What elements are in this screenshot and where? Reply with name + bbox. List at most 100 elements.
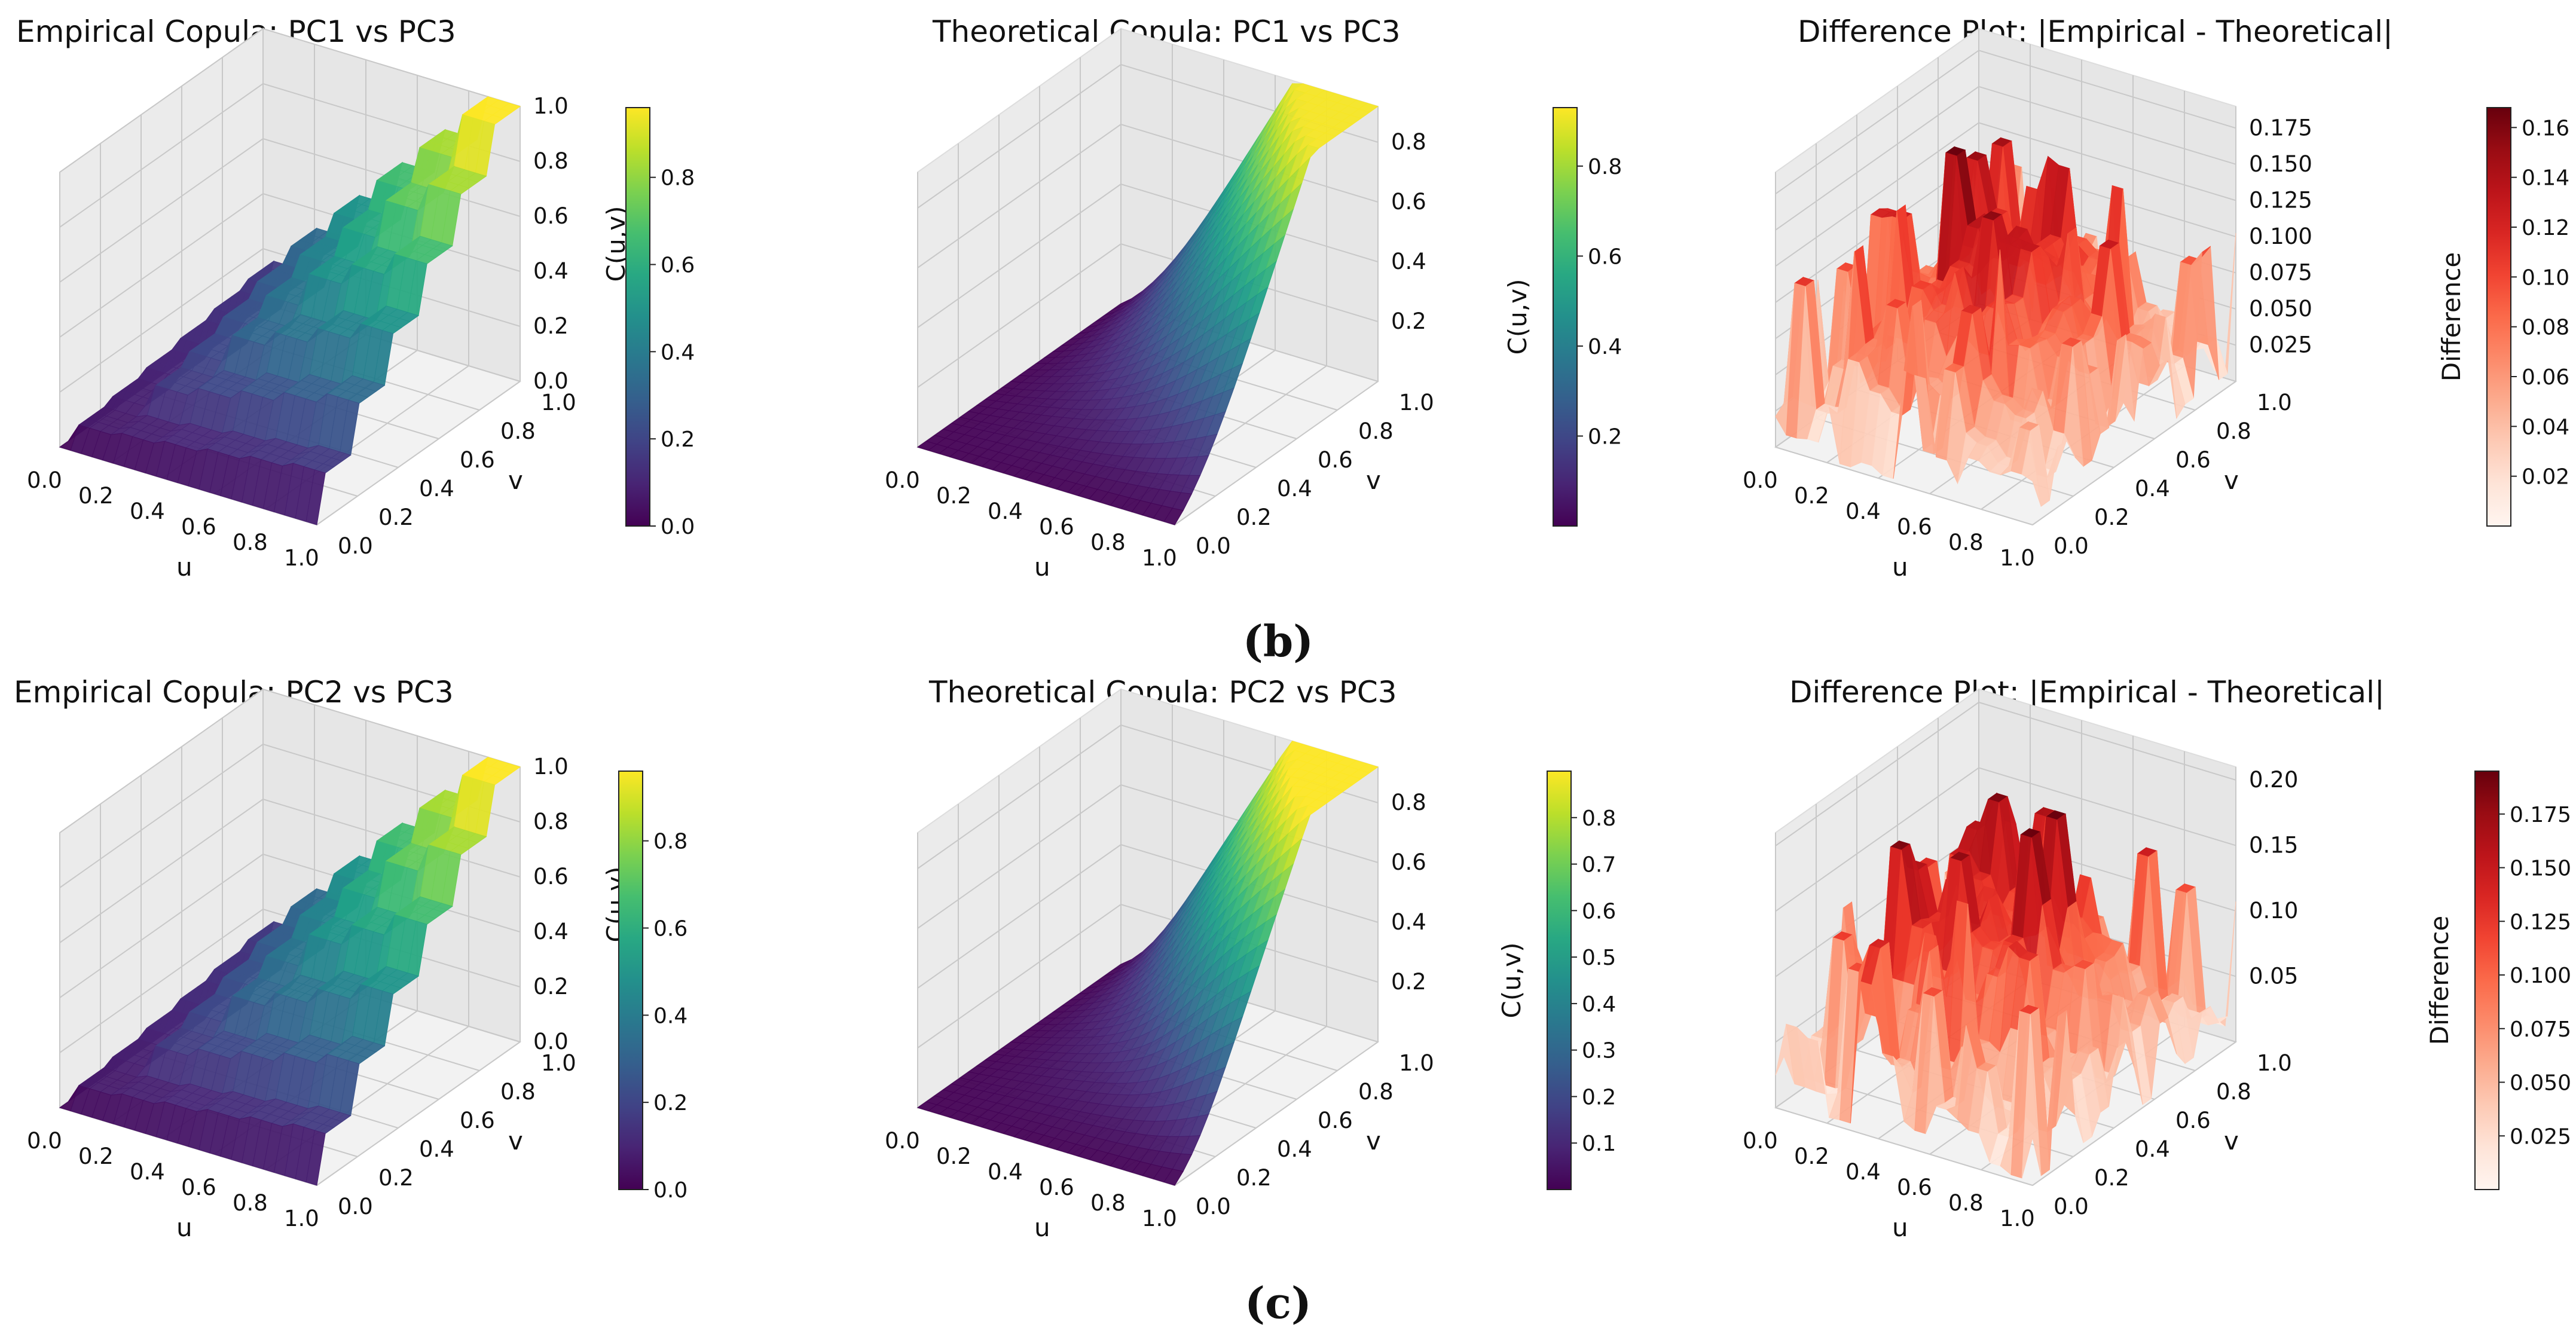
x-tick-label: 0.6 [1039,514,1074,540]
colorbar-tick-label: 0.2 [1582,1085,1616,1109]
colorbar [618,771,643,1190]
panel-label-c: (c) [1245,1277,1312,1328]
z-tick-label: 0.15 [2249,832,2298,858]
z-tick-label: 0.4 [1391,249,1426,274]
x-tick-label: 0.2 [78,1144,114,1169]
y-tick-label: 0.8 [2216,418,2251,444]
x-tick-label: 0.4 [1845,499,1881,524]
y-tick-label: 1.0 [1399,390,1434,415]
z-tick-label: 0.075 [2249,259,2312,285]
z-tick-label: 0.2 [1391,969,1426,995]
z-tick-label: 0.10 [2249,898,2298,924]
grid-line [1775,767,2236,912]
surface-facet [2021,1014,2042,1178]
surface-facet [1163,1169,1184,1186]
colorbar-tick-label: 0.06 [2522,365,2569,390]
x-tick-label: 0.4 [988,1159,1023,1185]
y-tick-label: 0.4 [419,476,454,502]
z-tick-label: 0.6 [1391,849,1426,875]
y-tick-label: 1.0 [2257,390,2292,415]
colorbar-tick-label: 0.5 [1582,946,1616,970]
x-tick-label: 0.0 [27,467,62,493]
colorbar [1547,771,1572,1190]
z-tick-label: 0.050 [2249,296,2312,322]
x-tick-label: 1.0 [284,545,319,571]
y-tick-label: 0.6 [460,1108,495,1133]
z-tick-label: 0.4 [1391,909,1426,935]
x-tick-label: 0.4 [130,499,165,524]
surface-facet [2021,430,2042,507]
x-tick-label: 0.2 [1794,483,1829,509]
surface-mesh [916,83,1379,525]
y-tick-label: 0.0 [2054,1194,2089,1219]
x-tick-label: 1.0 [1142,1206,1177,1231]
x-tick-label: 0.6 [181,1175,216,1200]
colorbar-tick-label: 0.100 [2510,964,2571,988]
x-tick-label: 0.2 [1794,1144,1829,1169]
x-tick-label: 0.0 [885,1128,920,1154]
colorbar-tick-label: 0.1 [1582,1132,1616,1156]
y-tick-label: 1.0 [541,390,576,415]
chart-panel-4: Empirical Copula: PC2 vs PC30.00.20.40.6… [14,675,687,1242]
y-axis-label: v [508,1126,523,1155]
x-tick-label: 0.4 [1845,1159,1881,1185]
x-tick-label: 0.8 [1090,1190,1126,1216]
colorbar-tick-label: 0.16 [2522,116,2569,140]
colorbar [2486,107,2511,527]
colorbar-tick-label: 0.6 [653,917,687,941]
y-tick-label: 0.4 [2135,1136,2170,1162]
colorbar-tick-label: 0.04 [2522,415,2569,439]
colorbar [2474,771,2499,1190]
grid-line [917,843,1379,989]
x-tick-label: 0.8 [233,530,268,555]
y-tick-label: 0.0 [1196,1194,1231,1219]
y-tick-label: 0.6 [1318,1108,1353,1133]
y-tick-label: 0.8 [1358,418,1394,444]
colorbar-label: Difference [2437,252,2466,382]
y-tick-label: 0.4 [1277,1136,1312,1162]
chart-title: Difference Plot: |Empirical - Theoretica… [1789,675,2385,710]
chart-title: Difference Plot: |Empirical - Theoretica… [1798,14,2393,49]
x-tick-label: 0.6 [1897,514,1932,540]
grid-line [59,688,521,833]
colorbar-tick-label: 0.8 [661,166,695,191]
x-axis-label: u [1892,552,1908,582]
y-axis-label: v [1366,1126,1381,1155]
colorbar-tick-label: 0.2 [1588,424,1622,449]
y-tick-label: 0.2 [1236,1165,1272,1191]
y-tick-label: 0.2 [378,1165,414,1191]
x-axis-label: u [1034,1213,1050,1242]
z-tick-label: 0.100 [2249,224,2312,249]
surface-mesh [1775,137,2236,507]
grid-line [1775,85,2236,231]
grid-line [1775,701,2236,846]
y-tick-label: 0.2 [1236,505,1272,530]
grid-line [59,82,521,228]
grid-line [917,183,1379,328]
colorbar-tick-label: 0.4 [1588,335,1622,359]
y-tick-label: 0.2 [378,505,414,530]
z-tick-label: 0.0 [533,368,569,394]
y-axis-label: v [2224,466,2239,495]
y-tick-label: 0.2 [2094,1165,2129,1191]
surface-facet [305,469,326,525]
z-tick-label: 0.8 [1391,129,1426,155]
y-tick-label: 0.8 [500,418,536,444]
colorbar-tick-label: 0.3 [1582,1039,1616,1063]
y-tick-label: 0.2 [2094,505,2129,530]
x-tick-label: 1.0 [2000,1206,2035,1231]
colorbar-tick-label: 0.0 [661,515,695,539]
grid-line [316,1041,521,1186]
x-axis-label: u [176,552,192,582]
x-tick-label: 0.0 [27,1128,62,1154]
colorbar-tick-label: 0.6 [1582,899,1616,924]
surface-mesh [59,96,521,525]
z-tick-label: 0.8 [1391,790,1426,815]
colorbar-tick-label: 0.7 [1582,853,1616,878]
grid-line [316,381,521,525]
y-axis-label: v [1366,466,1381,495]
y-tick-label: 0.0 [2054,533,2089,559]
grid-line [1775,447,2033,525]
y-tick-label: 1.0 [2257,1050,2292,1076]
grid-line [1174,1041,1379,1186]
